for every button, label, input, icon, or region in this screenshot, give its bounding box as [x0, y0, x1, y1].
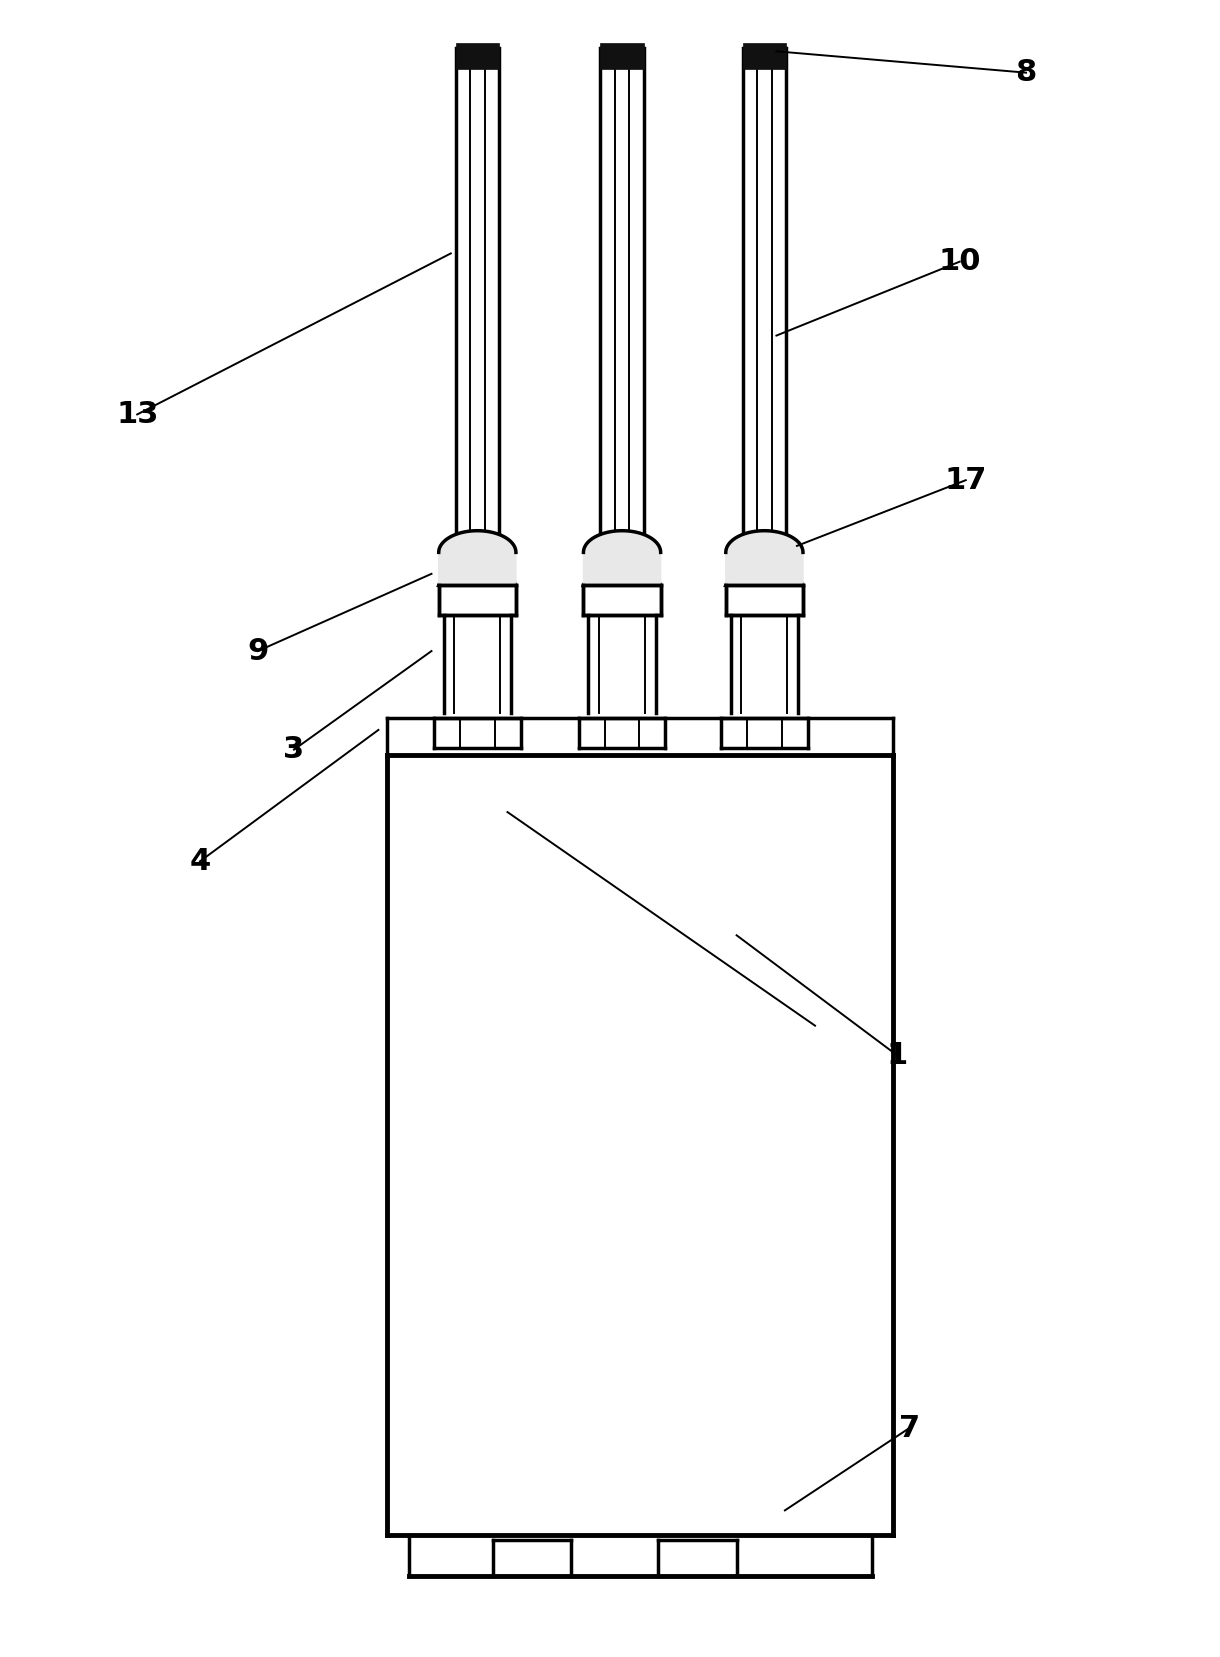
Polygon shape: [455, 43, 499, 70]
Text: 17: 17: [944, 466, 987, 495]
Text: 13: 13: [116, 399, 159, 429]
Text: 9: 9: [248, 636, 268, 666]
Polygon shape: [583, 530, 661, 585]
Polygon shape: [743, 43, 786, 70]
Polygon shape: [726, 545, 803, 585]
Text: 4: 4: [189, 847, 211, 877]
Polygon shape: [439, 545, 516, 585]
Text: 1: 1: [887, 1041, 908, 1070]
Text: 3: 3: [283, 736, 305, 764]
Polygon shape: [726, 585, 803, 615]
Polygon shape: [439, 530, 516, 585]
Polygon shape: [439, 585, 516, 615]
Text: 8: 8: [1015, 58, 1037, 88]
Text: 7: 7: [899, 1413, 920, 1443]
Polygon shape: [583, 545, 661, 585]
Polygon shape: [726, 530, 803, 585]
Polygon shape: [583, 585, 661, 615]
Polygon shape: [600, 43, 644, 70]
Text: 10: 10: [938, 247, 981, 277]
